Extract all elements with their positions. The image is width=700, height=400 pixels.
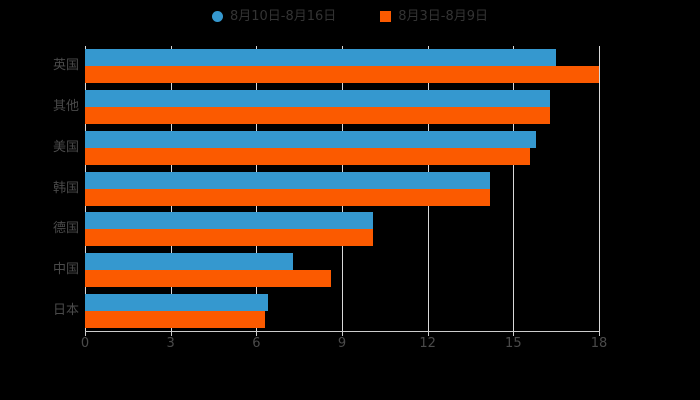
x-axis-tick [256,331,258,336]
y-tick-label: 日本 [52,302,79,318]
bar-0[interactable] [85,130,537,148]
bar-1[interactable] [85,107,551,125]
legend-item-series-1[interactable]: 8月3日-8月9日 [380,10,488,23]
x-tick-label: 9 [337,336,347,351]
x-axis-tick [427,331,429,336]
bar-0[interactable] [85,252,294,270]
x-axis-tick [599,331,600,336]
bar-1[interactable] [85,66,599,84]
bar-0[interactable] [85,293,268,311]
x-axis-tick [85,331,86,336]
legend-marker-circle-icon [211,10,223,22]
legend-label-series-1: 8月3日-8月9日 [398,8,489,24]
bar-0[interactable] [85,212,374,230]
y-tick-label: 德国 [52,221,79,237]
bar-0[interactable] [85,171,491,189]
bar-1[interactable] [85,310,265,328]
legend-marker-square-icon [380,10,392,22]
gridline [599,46,600,331]
y-tick-label: 韩国 [52,180,79,196]
bar-1[interactable] [85,147,531,165]
x-axis-tick [513,331,515,336]
gridline [513,46,515,331]
x-tick-label: 18 [590,336,608,351]
bar-1[interactable] [85,188,491,206]
legend-item-series-0[interactable]: 8月10日-8月16日 [211,8,337,24]
y-axis-labels: 英国其他美国韩国德国中国日本 [5,0,79,400]
x-axis-tick [170,331,172,336]
y-tick-label: 中国 [52,261,79,277]
x-tick-label: 6 [252,336,261,351]
bar-0[interactable] [85,90,551,108]
bar-0[interactable] [85,49,557,67]
x-axis-tick [342,331,343,336]
y-tick-label: 其他 [52,99,79,115]
chart-legend: 8月10日-8月16日 8月3日-8月9日 [0,4,700,28]
x-tick-label: 3 [166,336,175,351]
x-tick-label: 15 [505,336,522,351]
x-tick-label: 0 [80,336,90,351]
bar-1[interactable] [85,229,374,247]
y-tick-label: 美国 [52,139,79,155]
x-tick-label: 12 [419,336,436,351]
plot-area [85,46,600,331]
bar-1[interactable] [85,269,331,287]
legend-label-series-0: 8月10日-8月16日 [229,8,337,24]
y-tick-label: 英国 [52,58,79,74]
